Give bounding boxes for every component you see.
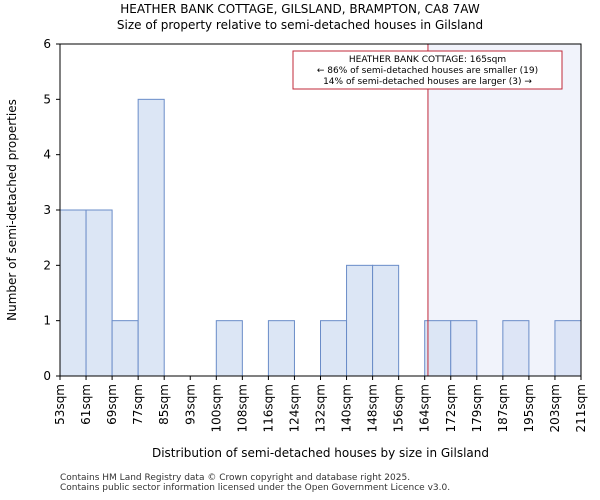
footer: Contains HM Land Registry data © Crown c… <box>60 473 450 493</box>
x-tick-label: 124sqm <box>287 384 301 432</box>
bar-148sqm <box>372 264 400 377</box>
annotation-line-1: HEATHER BANK COTTAGE: 165sqm <box>349 55 506 65</box>
x-tick-label: 93sqm <box>183 384 197 425</box>
chart-title-block: HEATHER BANK COTTAGE, GILSLAND, BRAMPTON… <box>0 0 600 33</box>
x-tick-label: 179sqm <box>470 384 484 432</box>
annotation-border <box>292 50 563 90</box>
bar-172sqm <box>450 320 478 377</box>
x-tick-label: 164sqm <box>418 384 432 432</box>
bar-77sqm <box>137 98 165 377</box>
x-tick-label: 108sqm <box>235 384 249 432</box>
y-tick-label: 5 <box>43 92 51 106</box>
x-tick-label: 61sqm <box>79 384 93 425</box>
bar-53sqm <box>59 209 87 377</box>
chart-subtitle: Size of property relative to semi-detach… <box>116 18 484 32</box>
bar-132sqm <box>320 320 348 377</box>
y-tick-label: 3 <box>43 203 51 217</box>
y-tick-label: 4 <box>43 148 51 162</box>
bar-203sqm <box>554 320 582 377</box>
x-tick-label: 203sqm <box>548 384 562 432</box>
x-tick-label: 140sqm <box>340 384 354 432</box>
x-tick-label: 132sqm <box>314 384 328 432</box>
footer-line-1: Contains HM Land Registry data © Crown c… <box>60 473 411 483</box>
annotation-line-3: 14% of semi-detached houses are larger (… <box>323 77 532 87</box>
x-tick-label: 85sqm <box>157 384 171 425</box>
x-tick-label: 116sqm <box>261 384 275 432</box>
x-tick-label: 187sqm <box>496 384 510 432</box>
x-tick-label: 100sqm <box>209 384 223 432</box>
bars-group <box>59 98 582 377</box>
bar-116sqm <box>267 320 295 377</box>
x-tick-label: 156sqm <box>392 384 406 432</box>
x-axis-label: Distribution of semi-detached houses by … <box>152 446 489 460</box>
y-tick-label: 0 <box>43 369 51 383</box>
bar-69sqm <box>111 320 139 377</box>
bar-164sqm <box>424 320 452 377</box>
y-tick-label: 6 <box>43 37 51 51</box>
bar-187sqm <box>502 320 530 377</box>
x-tick-label: 53sqm <box>53 384 67 425</box>
y-axis-label: Number of semi-detached properties <box>5 99 19 321</box>
x-tick-label: 211sqm <box>574 384 588 432</box>
bar-140sqm <box>346 264 374 377</box>
chart-title: HEATHER BANK COTTAGE, GILSLAND, BRAMPTON… <box>120 2 480 16</box>
footer-line-2: Contains public sector information licen… <box>60 483 451 493</box>
annotation-box: HEATHER BANK COTTAGE: 165sqm ← 86% of se… <box>292 50 563 90</box>
y-tick-label: 1 <box>43 314 51 328</box>
bar-61sqm <box>85 209 113 377</box>
x-tick-label: 69sqm <box>105 384 119 425</box>
axes-group: 0 1 2 3 4 5 6 53sqm 61sqm 69sqm 77sqm 85sqm 93sqm 100… <box>43 37 588 432</box>
annotation-line-2: ← 86% of semi-detached houses are smalle… <box>317 66 538 76</box>
x-tick-label: 77sqm <box>131 384 145 425</box>
x-tick-label: 148sqm <box>366 384 380 432</box>
x-tick-label: 195sqm <box>522 384 536 432</box>
bar-100sqm <box>215 320 243 377</box>
x-tick-label: 172sqm <box>444 384 458 432</box>
y-tick-label: 2 <box>43 258 51 272</box>
